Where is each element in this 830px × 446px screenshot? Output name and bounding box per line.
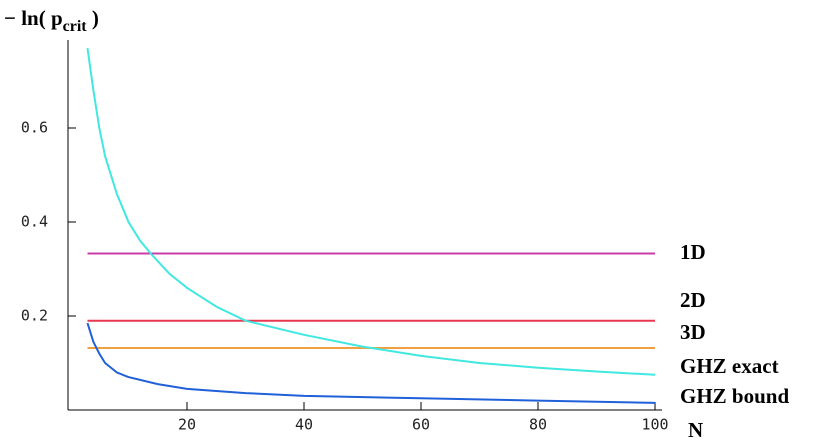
y-tick-label: 0.6: [21, 119, 48, 137]
series-line: [86, 47, 656, 376]
series-label: 3D: [680, 320, 706, 344]
series-label: 1D: [680, 240, 706, 264]
y-label-subscript: crit: [63, 18, 88, 35]
y-axis-label: − ln( pcrit ): [4, 6, 99, 35]
x-tick-label: 100: [641, 416, 668, 434]
x-tick-label: 80: [529, 416, 547, 434]
series-label: GHZ exact: [680, 354, 779, 378]
x-tick-label: 60: [412, 416, 430, 434]
y-label-close: ): [87, 6, 99, 30]
y-tick-label: 0.4: [21, 213, 48, 231]
y-label-text: − ln( p: [4, 6, 63, 30]
series-label: 2D: [680, 288, 706, 312]
x-tick-label: 40: [295, 416, 313, 434]
x-axis-label: N: [688, 418, 703, 442]
x-tick-label: 20: [178, 416, 196, 434]
y-tick-label: 0.2: [21, 307, 48, 325]
series-line: [86, 322, 656, 404]
series-label: GHZ bound: [680, 384, 789, 408]
